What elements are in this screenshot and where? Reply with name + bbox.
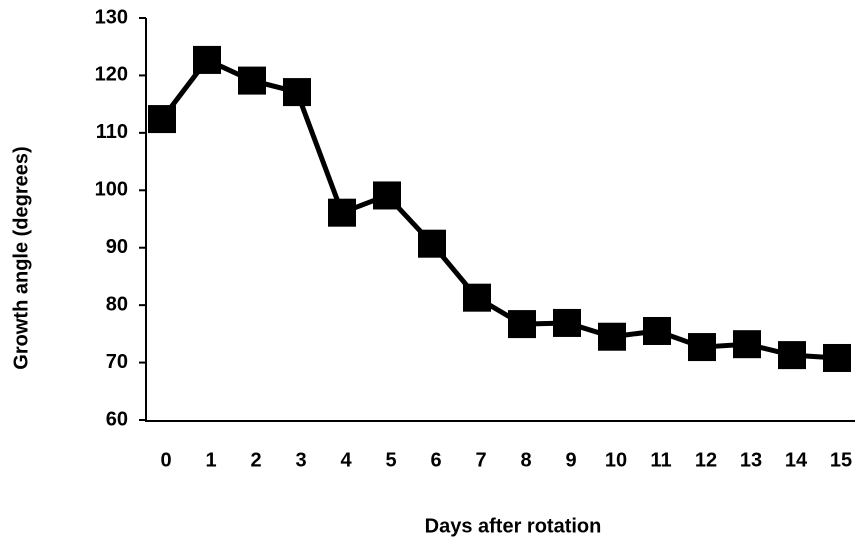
y-tick-label: 110	[96, 121, 128, 143]
y-tick-label: 70	[106, 351, 128, 373]
marker	[823, 343, 851, 372]
x-axis-title: Days after rotation	[425, 515, 602, 537]
x-tick-label: 8	[520, 449, 531, 471]
y-tick-label: 90	[106, 236, 128, 258]
marker	[508, 310, 536, 339]
marker	[238, 66, 266, 95]
x-tick-label: 2	[250, 449, 261, 471]
x-tick-label: 4	[340, 449, 352, 471]
marker	[148, 105, 176, 134]
marker	[463, 283, 491, 312]
y-tick-label: 130	[95, 6, 128, 28]
marker	[193, 45, 221, 74]
marker	[688, 333, 716, 362]
marker	[598, 322, 626, 351]
x-tick-label: 11	[650, 449, 671, 471]
y-tick-label: 100	[95, 179, 128, 201]
x-tick-label: 6	[430, 449, 441, 471]
y-tick-label: 80	[106, 293, 128, 315]
line	[160, 57, 838, 361]
x-tick-label: 3	[295, 449, 306, 471]
x-tick-label: 5	[385, 449, 396, 471]
marker	[373, 181, 401, 210]
y-tick-label: 120	[95, 64, 128, 86]
x-tick-label: 0	[160, 449, 171, 471]
marker	[733, 330, 761, 359]
marker	[778, 341, 806, 370]
marker	[418, 229, 446, 258]
x-tick-label: 14	[785, 449, 808, 471]
x-tick-label: 10	[605, 449, 627, 471]
y-tick-label: 60	[106, 408, 128, 430]
x-tick-label: 1	[205, 449, 216, 471]
marker	[553, 308, 581, 337]
y-axis-title: Growth angle (degrees)	[10, 146, 32, 369]
x-tick-label: 9	[565, 449, 576, 471]
marker	[643, 316, 671, 345]
x-tick-label: 12	[695, 449, 717, 471]
x-tick-label: 15	[830, 449, 852, 471]
x-tick-label: 13	[740, 449, 762, 471]
x-tick-label: 7	[475, 449, 486, 471]
marker	[283, 78, 311, 107]
marker	[328, 198, 356, 227]
